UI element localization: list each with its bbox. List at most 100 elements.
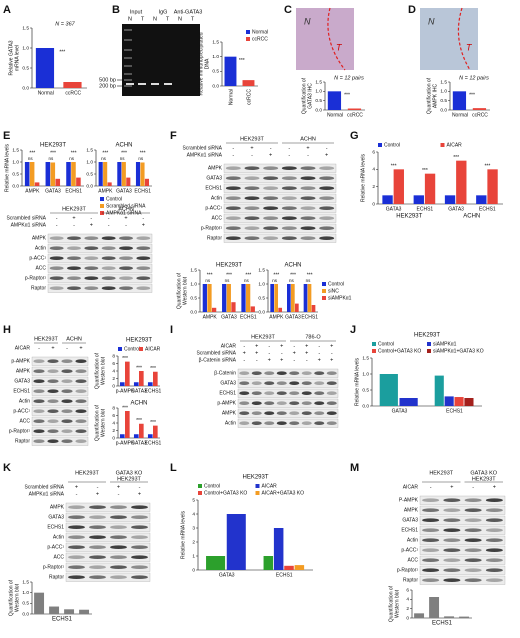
blot-band <box>326 391 337 396</box>
legend-label: AICAR <box>145 346 161 352</box>
blot-column: ACHN <box>118 206 134 212</box>
blot-strip <box>31 376 89 386</box>
blot-band <box>110 535 127 539</box>
condition-label: AMPKα1 siRNA <box>11 222 47 228</box>
bar <box>207 284 212 312</box>
blot-strip <box>237 388 339 398</box>
condition-sign: + <box>280 343 283 349</box>
condition-sign: + <box>250 145 253 151</box>
blot-band <box>68 555 85 559</box>
significance: *** <box>29 150 35 156</box>
y-tick-label: 0.0 <box>212 83 219 89</box>
blot-band <box>110 525 127 529</box>
bar <box>434 375 444 406</box>
blot-band <box>225 196 241 200</box>
y-tick-label: 1.5 <box>22 25 29 31</box>
blot-band <box>89 545 106 549</box>
condition-sign: - <box>307 152 309 158</box>
blot-band <box>33 379 45 384</box>
condition-sign: - <box>270 145 272 151</box>
gel-lane-label: N <box>178 16 182 22</box>
blot-band <box>61 399 73 404</box>
blot-band <box>136 276 151 281</box>
blot-row-label: p-ACC¹ <box>47 544 64 550</box>
legend-swatch <box>198 484 202 488</box>
x-tick-label: GATA3 <box>221 314 237 320</box>
blot-band <box>301 401 312 406</box>
blot-band <box>276 411 287 416</box>
ns-label: ns <box>138 156 144 161</box>
blot-band <box>49 256 64 261</box>
blot-strip <box>65 562 151 572</box>
x-tick-label: GATA3 <box>131 440 147 446</box>
bar <box>424 173 436 204</box>
condition-sign: - <box>38 345 40 351</box>
blot-strip <box>31 416 89 426</box>
condition-label: AICAR <box>15 345 31 351</box>
blot-band <box>263 166 279 170</box>
blot-row-label: ACC <box>407 557 418 563</box>
legend-swatch <box>246 30 250 34</box>
blot-band <box>319 176 335 180</box>
blot-band <box>326 401 337 406</box>
y-tick-label: 0.5 <box>190 295 197 301</box>
significance: *** <box>239 58 245 64</box>
condition-sign: + <box>305 343 308 349</box>
blot-band <box>101 286 116 291</box>
condition-sign: + <box>90 222 93 228</box>
x-tick-label: ccRCC <box>246 89 252 105</box>
blot-band <box>326 411 337 416</box>
blot-band <box>136 286 151 291</box>
blot-band <box>301 391 312 396</box>
blot-strip <box>419 545 506 555</box>
blot-band <box>443 548 461 552</box>
y-tick-label: 6 <box>112 361 115 367</box>
bar <box>241 284 246 312</box>
blot-band <box>443 518 461 522</box>
legend-swatch <box>118 347 122 351</box>
y-tick-label: 2 <box>112 376 115 382</box>
bar <box>459 616 470 618</box>
condition-sign: - <box>326 145 328 151</box>
blot-strip <box>419 515 506 525</box>
blot-row-label: ECHS1 <box>47 524 64 530</box>
ns-label: ns <box>289 278 295 283</box>
x-tick-label: ECHS1 <box>301 314 318 320</box>
legend-swatch <box>139 347 143 351</box>
bar <box>140 162 145 186</box>
blot-band <box>101 246 116 250</box>
blot-band <box>443 498 461 503</box>
blot-row-label: Actin <box>407 537 418 543</box>
condition-sign: + <box>138 491 141 497</box>
blot-band <box>136 246 151 250</box>
bar <box>35 48 55 88</box>
blot-column: HEK293T <box>240 136 264 142</box>
bar <box>211 307 217 312</box>
significance: *** <box>122 356 128 362</box>
condition-sign: - <box>293 343 295 349</box>
blot-band <box>300 186 316 190</box>
gel-lane-label: T <box>166 16 170 22</box>
y-tick-label: 1.0 <box>22 590 29 596</box>
blot-band <box>131 515 148 519</box>
legend-label: Control+GATA3 KO <box>204 490 247 496</box>
y-axis-label: GATA3 IHC <box>307 83 313 109</box>
condition-sign: + <box>280 357 283 363</box>
bar <box>393 169 404 204</box>
y-tick-label: 4 <box>112 420 115 426</box>
blot-band <box>422 578 440 582</box>
blot-strip <box>47 233 153 243</box>
blot-band <box>319 196 335 200</box>
blot-band <box>67 276 81 281</box>
bar <box>278 307 283 312</box>
condition-sign: + <box>450 484 453 490</box>
y-tick-label: 6 <box>406 587 409 593</box>
legend-label: Normal <box>252 29 268 35</box>
blot-row-label: p-Raptor¹ <box>201 225 222 231</box>
y-axis-label: Quantification of <box>426 77 432 114</box>
blot-strip <box>47 273 153 283</box>
bar <box>250 306 255 312</box>
y-tick-label: 4 <box>192 511 195 517</box>
y-tick-label: 3 <box>192 525 195 531</box>
blot-strip <box>419 565 506 575</box>
